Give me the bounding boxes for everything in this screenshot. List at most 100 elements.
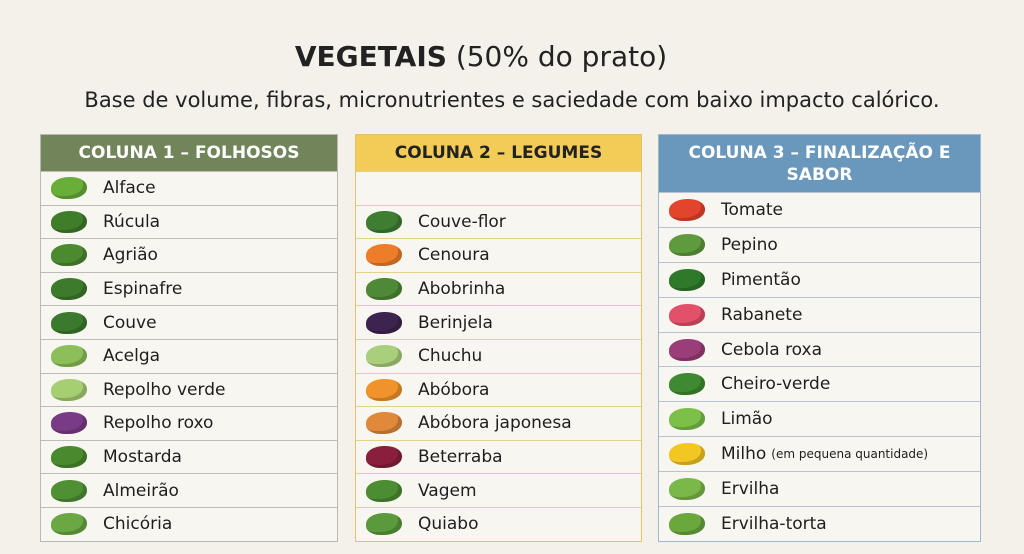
spinach-icon <box>51 278 87 301</box>
arugula-icon <box>51 210 87 233</box>
watercress-icon <box>51 244 87 267</box>
item-label: Pepino <box>721 234 778 255</box>
item-label: Abóbora japonesa <box>418 413 572 434</box>
subtitle: Base de volume, fibras, micronutrientes … <box>84 88 940 112</box>
pumpkin-icon <box>366 378 402 401</box>
list-item: Milho (em pequena quantidade) <box>659 436 980 471</box>
list-item: Chuchu <box>356 338 641 373</box>
list-item: Cebola roxa <box>659 331 980 367</box>
item-label: Cenoura <box>418 245 490 266</box>
cauliflower-icon <box>366 210 402 233</box>
list-item: Alface <box>41 171 337 205</box>
chicory-leaf-icon <box>51 479 87 502</box>
list-item: Espinafre <box>41 271 337 306</box>
chard-icon <box>51 345 87 368</box>
list-item: Pepino <box>659 226 980 262</box>
item-label: Pimentão <box>721 269 801 290</box>
list-item: Tomate <box>659 192 980 227</box>
cucumber-icon <box>669 233 705 256</box>
list-item: Couve-flor <box>356 204 641 239</box>
item-label: Abóbora <box>418 379 490 400</box>
list-item: Vagem <box>356 473 641 507</box>
okra-icon <box>366 513 402 536</box>
column-folhosos: COLUNA 1 – FOLHOSOS Alface Rúcula Agrião Esp… <box>40 134 338 542</box>
item-label: Chicória <box>103 514 173 535</box>
chayote-icon <box>366 345 402 368</box>
peas-icon <box>669 478 705 501</box>
item-label: Alface <box>103 178 156 199</box>
list-item: Abóbora japonesa <box>356 406 641 440</box>
item-label: Repolho roxo <box>103 413 214 434</box>
radish-icon <box>669 303 705 326</box>
item-label: Vagem <box>418 480 477 501</box>
item-label: Tomate <box>721 199 783 220</box>
bell-pepper-icon <box>669 268 705 291</box>
list-item: Almeirão <box>41 473 337 507</box>
lettuce-icon <box>51 177 87 200</box>
item-label: Almeirão <box>103 480 179 501</box>
list-item: Chicória <box>41 506 337 541</box>
item-label: Ervilha <box>721 479 780 500</box>
green-bean-icon <box>366 479 402 502</box>
item-label: Cebola roxa <box>721 339 823 360</box>
list-item: Ervilha <box>659 471 980 506</box>
column-header: COLUNA 1 – FOLHOSOS <box>41 135 337 171</box>
item-label: Rúcula <box>103 211 161 232</box>
item-label: Chuchu <box>418 346 483 367</box>
kale-icon <box>51 311 87 334</box>
red-cabbage-icon <box>51 412 87 435</box>
item-label: Quiabo <box>418 514 479 535</box>
item-label: Limão <box>721 409 773 430</box>
list-item: Ervilha-torta <box>659 506 980 541</box>
item-label: Berinjela <box>418 312 493 333</box>
item-label: Abobrinha <box>418 279 506 300</box>
item-label: Acelga <box>103 346 161 367</box>
column-header: COLUNA 2 – LEGUMES <box>356 135 641 171</box>
list-item: Beterraba <box>356 439 641 474</box>
corn-icon <box>669 443 705 466</box>
list-item: Couve <box>41 305 337 339</box>
item-label: Mostarda <box>103 447 182 468</box>
tomato-icon <box>669 198 705 221</box>
item-label: Milho <box>721 444 767 465</box>
list-item: Abobrinha <box>356 271 641 306</box>
beet-icon <box>366 446 402 469</box>
list-item: Quiabo <box>356 506 641 541</box>
green-cabbage-icon <box>51 378 87 401</box>
item-label: Repolho verde <box>103 379 226 400</box>
item-label: Cheiro-verde <box>721 374 831 395</box>
list-item: Limão <box>659 401 980 436</box>
list-item: Mostarda <box>41 439 337 474</box>
list-item: Cenoura <box>356 238 641 272</box>
item-label: Couve <box>103 312 157 333</box>
list-item: Rúcula <box>41 204 337 239</box>
item-label: Couve-flor <box>418 211 506 232</box>
item-label: Beterraba <box>418 447 503 468</box>
title-rest: (50% do prato) <box>446 40 668 73</box>
column-finalizacao: COLUNA 3 – FINALIZAÇÃO E SABOR Tomate Pepi… <box>658 134 981 542</box>
title-bold: VEGETAIS <box>294 40 447 73</box>
list-item: Berinjela <box>356 305 641 339</box>
item-label: Espinafre <box>103 279 183 300</box>
herbs-icon <box>669 373 705 396</box>
item-label: Agrião <box>103 245 158 266</box>
page-title: VEGETAIS (50% do prato) <box>0 40 962 73</box>
column-header: COLUNA 3 – FINALIZAÇÃO E SABOR <box>659 135 980 192</box>
list-item: Repolho verde <box>41 372 337 407</box>
list-item: Agrião <box>41 238 337 272</box>
eggplant-icon <box>366 311 402 334</box>
empty-row <box>356 171 641 205</box>
list-item: Abóbora <box>356 372 641 407</box>
snow-pea-icon <box>669 512 705 535</box>
red-onion-icon <box>669 338 705 361</box>
mustard-greens-icon <box>51 446 87 469</box>
column-legumes: COLUNA 2 – LEGUMES Couve-flor Cenoura Abobr… <box>355 134 642 542</box>
list-item: Repolho roxo <box>41 406 337 440</box>
lime-icon <box>669 408 705 431</box>
list-item: Cheiro-verde <box>659 366 980 401</box>
list-item: Pimentão <box>659 261 980 297</box>
list-item: Acelga <box>41 338 337 373</box>
kabocha-icon <box>366 412 402 435</box>
endive-icon <box>51 513 87 536</box>
carrot-icon <box>366 244 402 267</box>
